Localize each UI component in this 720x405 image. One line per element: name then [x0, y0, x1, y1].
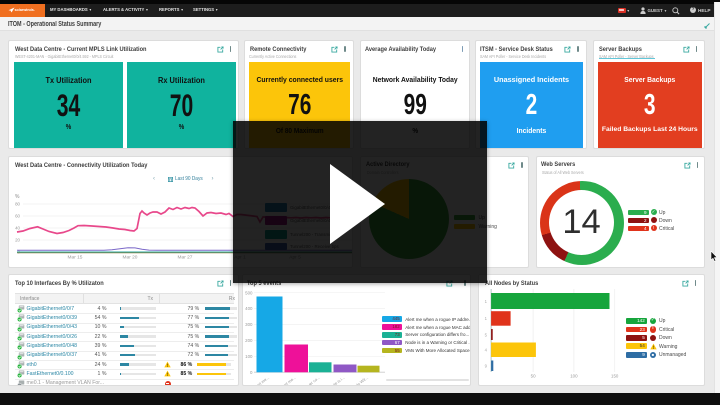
svg-text:200: 200 — [245, 338, 253, 343]
svg-text:500: 500 — [245, 290, 253, 295]
svg-text:20: 20 — [15, 237, 20, 242]
svg-text:100: 100 — [245, 354, 253, 359]
svg-text:60: 60 — [15, 213, 20, 218]
svg-text:80: 80 — [15, 201, 20, 206]
svg-text:50: 50 — [530, 374, 535, 379]
svg-text:Mar 20: Mar 20 — [123, 254, 138, 260]
svg-text:1: 1 — [484, 316, 487, 321]
svg-text:Alert me...: Alert me... — [253, 375, 270, 386]
svg-text:100: 100 — [570, 374, 578, 379]
svg-text:Mar 27: Mar 27 — [178, 254, 193, 260]
svg-text:0: 0 — [250, 370, 253, 375]
svg-text:400: 400 — [245, 306, 253, 311]
svg-text:Server co...: Server co... — [302, 375, 321, 386]
svg-text:Node is i...: Node is i... — [328, 375, 346, 386]
svg-text:150: 150 — [611, 374, 619, 379]
svg-text:Mar 15: Mar 15 — [68, 254, 83, 260]
svg-text:40: 40 — [15, 225, 20, 230]
svg-text:5: 5 — [484, 332, 487, 337]
svg-text:9: 9 — [484, 364, 487, 369]
svg-text:Alert me...: Alert me... — [279, 375, 296, 386]
svg-text:4: 4 — [484, 348, 487, 353]
svg-text:VMs Wit...: VMs Wit... — [352, 375, 369, 386]
svg-text:300: 300 — [245, 322, 253, 327]
svg-text:1: 1 — [484, 299, 487, 304]
